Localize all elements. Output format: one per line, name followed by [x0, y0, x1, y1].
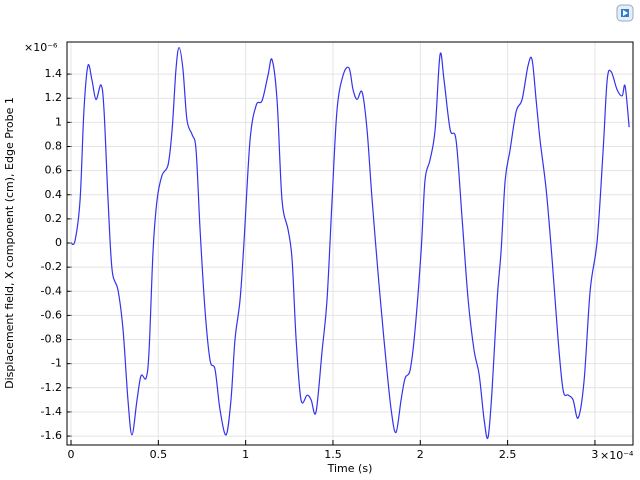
- icon-arrow[interactable]: [623, 10, 628, 16]
- x-tick-label: 3: [591, 448, 598, 461]
- y-tick-label: 0.6: [45, 164, 63, 177]
- y-tick-label: 0.2: [45, 212, 63, 225]
- y-axis-label: Displacement field, X component (cm), Ed…: [3, 97, 16, 389]
- x-tick-label: 1.5: [324, 448, 342, 461]
- x-axis-label: Time (s): [327, 462, 373, 475]
- y-tick-label: -0.4: [41, 284, 62, 297]
- y-tick-label: -1.4: [41, 405, 62, 418]
- y-tick-label: 1: [55, 115, 62, 128]
- y-tick-label: 1.4: [45, 67, 63, 80]
- y-tick-label: -0.6: [41, 308, 62, 321]
- x-tick-label: 1: [242, 448, 249, 461]
- y-multiplier: ×10⁻⁶: [24, 41, 58, 54]
- x-tick-label: 0.5: [150, 448, 168, 461]
- y-tick-label: 1.2: [45, 91, 63, 104]
- x-multiplier: ×10⁻⁴: [600, 449, 634, 462]
- x-tick-label: 2.5: [499, 448, 517, 461]
- labels: Time (s) Displacement field, X component…: [3, 41, 634, 475]
- y-tick-label: 0: [55, 236, 62, 249]
- data-line: [70, 46, 630, 440]
- y-tick-label: -1: [51, 357, 62, 370]
- x-tick-label: 2: [417, 448, 424, 461]
- y-tick-label: -1.2: [41, 381, 62, 394]
- y-tick-label: 0.8: [45, 139, 63, 152]
- toolbar-icon[interactable]: [616, 4, 634, 22]
- plot: [70, 46, 630, 440]
- y-tick-label: -1.6: [41, 429, 62, 442]
- y-tick-label: 0.4: [45, 188, 63, 201]
- y-tick-label: -0.8: [41, 333, 62, 346]
- y-tick-label: -0.2: [41, 260, 62, 273]
- x-tick-label: 0: [68, 448, 75, 461]
- plot-frame: [66, 41, 634, 446]
- grid: [67, 42, 633, 445]
